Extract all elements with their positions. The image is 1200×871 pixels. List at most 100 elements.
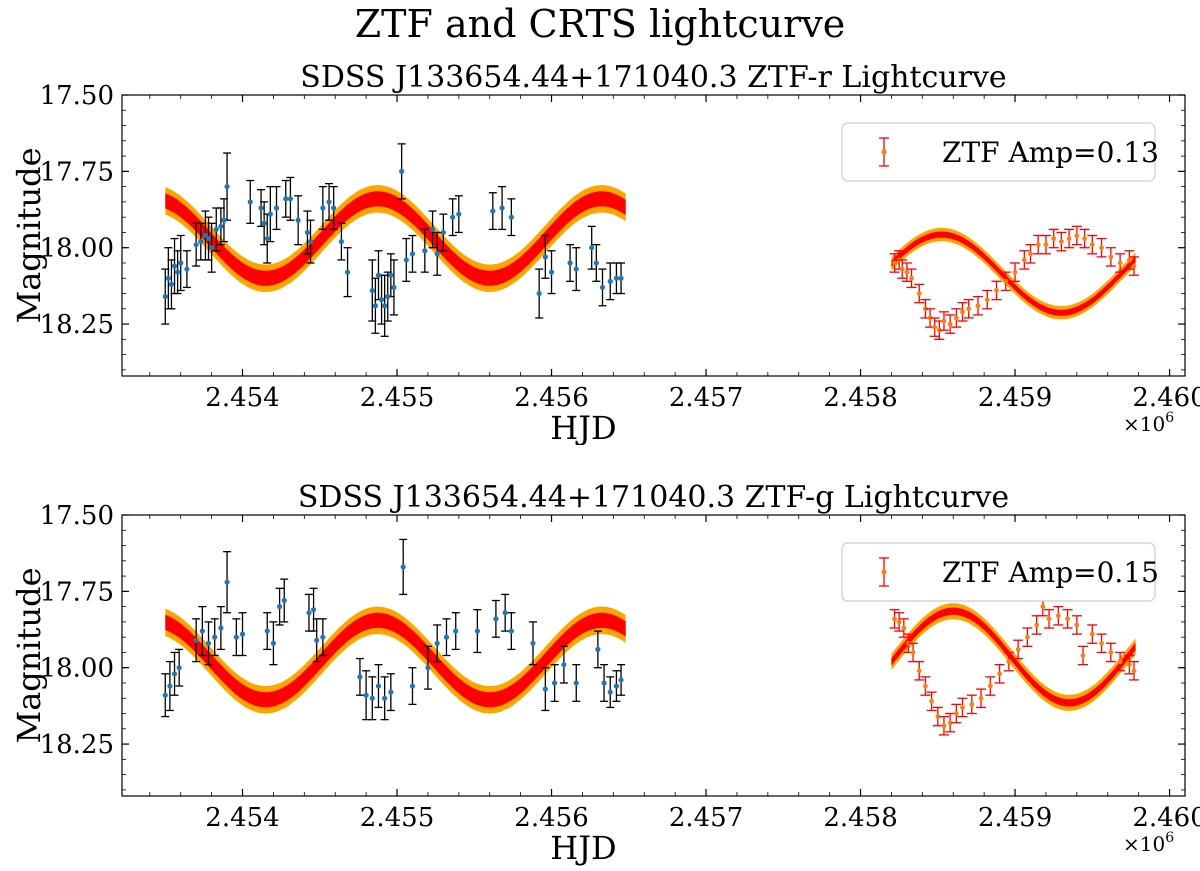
y-tick-label: 17.75: [40, 577, 114, 607]
ztf-data-point: [1117, 659, 1123, 665]
crts-data-point: [314, 637, 320, 643]
crts-data-point: [171, 671, 178, 677]
ztf-data-point: [1025, 634, 1030, 640]
crts-data-point: [276, 604, 283, 610]
ztf-data-point: [1028, 251, 1033, 257]
x-offset-label: ×106: [1123, 410, 1174, 436]
ztf-data-point: [909, 275, 914, 281]
ztf-data-point: [1089, 242, 1095, 248]
ztf-data-point: [1066, 236, 1072, 241]
ztf-data-point: [1058, 239, 1064, 245]
ztf-data-point: [953, 711, 959, 716]
legend-marker: [881, 569, 887, 575]
crts-data-point: [209, 245, 215, 251]
crts-data-point: [434, 640, 440, 646]
crts-data-point: [162, 293, 168, 300]
crts-data-point: [613, 683, 620, 689]
crts-data-point: [508, 214, 514, 220]
crts-data-point: [369, 287, 375, 294]
crts-data-point: [618, 275, 624, 281]
crts-data-point: [218, 223, 224, 229]
ztf-data-point: [901, 625, 907, 631]
crts-data-point: [213, 226, 219, 232]
ztf-data-point: [1131, 263, 1137, 269]
crts-data-point: [281, 597, 287, 604]
ztf-data-point: [960, 309, 965, 315]
ztf-data-point: [1015, 646, 1021, 652]
legend-label: ZTF Amp=0.13: [942, 136, 1159, 169]
ztf-data-point: [1065, 616, 1070, 622]
crts-data-point: [502, 610, 508, 616]
crts-data-point: [357, 674, 363, 680]
crts-data-point: [176, 665, 182, 671]
crts-data-point: [599, 284, 606, 291]
crts-data-point: [287, 196, 294, 202]
x-tick-label: 2.459: [978, 803, 1052, 833]
ztf-data-point: [978, 695, 984, 701]
crts-data-point: [310, 607, 317, 613]
axes-frame: [121, 514, 1186, 797]
crts-data-point: [247, 199, 253, 205]
crts-data-point: [304, 229, 311, 236]
ztf-data-point: [935, 714, 941, 719]
crts-data-point: [490, 208, 496, 214]
ztf-data-point: [975, 303, 981, 309]
x-tick-label: 2.455: [360, 803, 434, 833]
legend-label: ZTF Amp=0.15: [942, 556, 1159, 589]
crts-data-point: [221, 217, 227, 223]
ztf-data-point: [1082, 236, 1087, 241]
crts-data-point: [456, 211, 462, 217]
crts-data-point: [363, 692, 369, 698]
crts-data-point: [422, 248, 428, 254]
y-tick-label: 18.25: [40, 730, 114, 760]
ztf-data-point: [1046, 616, 1052, 622]
x-offset-base: ×10: [1123, 412, 1165, 436]
crts-data-point: [388, 272, 394, 278]
legend-marker: [881, 149, 887, 155]
crts-data-point: [409, 683, 416, 689]
y-tick-label: 18.00: [40, 234, 114, 264]
legend-box: [841, 122, 1156, 182]
crts-data-point: [178, 260, 184, 266]
crts-data-point: [375, 683, 382, 689]
ztf-data-point: [1099, 640, 1104, 646]
y-tick-label: 17.75: [40, 157, 114, 187]
crts-data-point: [165, 275, 171, 281]
legend-box: [841, 542, 1156, 602]
ztf-model-band-outer: [891, 227, 1136, 320]
ztf-data-point: [947, 321, 953, 327]
crts-data-point: [184, 266, 190, 272]
ztf-data-point: [892, 260, 897, 266]
ztf-data-point: [1117, 260, 1123, 266]
crts-data-point: [258, 205, 264, 211]
crts-data-point: [233, 634, 239, 640]
x-tick-label: 2.458: [823, 803, 897, 833]
ztf-data-point: [1108, 254, 1114, 260]
ztf-data-point: [1006, 659, 1012, 665]
ztf-data-point: [1021, 257, 1027, 263]
crts-data-point: [595, 646, 601, 652]
x-tick-label: 2.454: [205, 383, 279, 413]
crts-data-point: [607, 278, 613, 284]
crts-data-point: [378, 297, 385, 303]
ztf-model-band-inner: [891, 607, 1136, 707]
crts-data-point: [382, 695, 388, 701]
crts-data-point: [385, 293, 391, 300]
crts-data-point: [499, 205, 505, 211]
crts-data-point: [175, 269, 181, 275]
crts-data-point: [168, 281, 175, 287]
crts-data-point: [270, 640, 277, 646]
crts-data-point: [548, 269, 555, 275]
crts-data-point: [171, 263, 178, 269]
crts-data-point: [375, 272, 382, 278]
figure-suptitle: ZTF and CRTS lightcurve: [354, 2, 846, 46]
crts-data-point: [542, 254, 548, 260]
ztf-data-point: [1003, 278, 1009, 284]
ztf-data-point: [1099, 245, 1104, 251]
crts-data-point: [320, 634, 326, 640]
crts-data-point: [474, 628, 480, 634]
y-axis-label: Magnitude: [10, 567, 48, 743]
x-tick-label: 2.457: [669, 383, 743, 413]
crts-data-point: [388, 689, 394, 695]
ztf-data-point: [923, 683, 928, 689]
